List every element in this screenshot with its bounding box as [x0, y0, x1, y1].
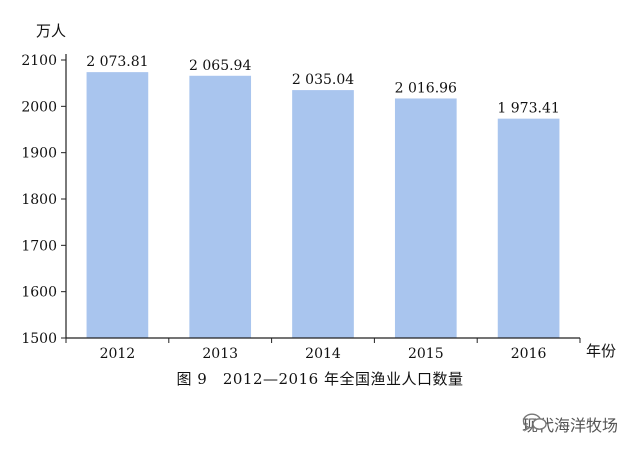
- x-tick-label: 2013: [202, 346, 238, 362]
- y-tick-label: 1600: [21, 285, 57, 301]
- bar: [86, 72, 149, 338]
- watermark: 现代海洋牧场: [522, 412, 618, 436]
- bar: [497, 118, 560, 338]
- y-tick-label: 2000: [21, 99, 57, 115]
- bar: [292, 90, 354, 338]
- y-tick-label: 1800: [21, 192, 57, 208]
- bar: [394, 98, 457, 339]
- data-label: 2 016.96: [395, 80, 457, 96]
- x-tick-label: 2014: [305, 346, 341, 362]
- x-tick-label: 2015: [408, 346, 444, 362]
- data-label: 2 065.94: [189, 58, 251, 74]
- chart-caption: 图 9 2012—2016 年全国渔业人口数量: [176, 370, 464, 388]
- data-label: 2 035.04: [292, 72, 354, 88]
- watermark-text: 现代海洋牧场: [521, 416, 618, 435]
- x-tick-label: 2012: [100, 346, 136, 362]
- data-label: 2 073.81: [86, 54, 148, 70]
- data-label: 1 973.41: [497, 101, 559, 117]
- x-tick-label: 2016: [511, 346, 547, 362]
- wechat-icon: [522, 413, 547, 432]
- y-tick-label: 2100: [21, 53, 57, 69]
- y-tick-label: 1900: [21, 146, 57, 162]
- bar: [189, 75, 252, 339]
- y-axis-label: 万人: [36, 22, 66, 40]
- x-axis-label: 年份: [586, 342, 616, 360]
- y-tick-label: 1500: [21, 331, 57, 347]
- y-tick-label: 1700: [21, 238, 57, 254]
